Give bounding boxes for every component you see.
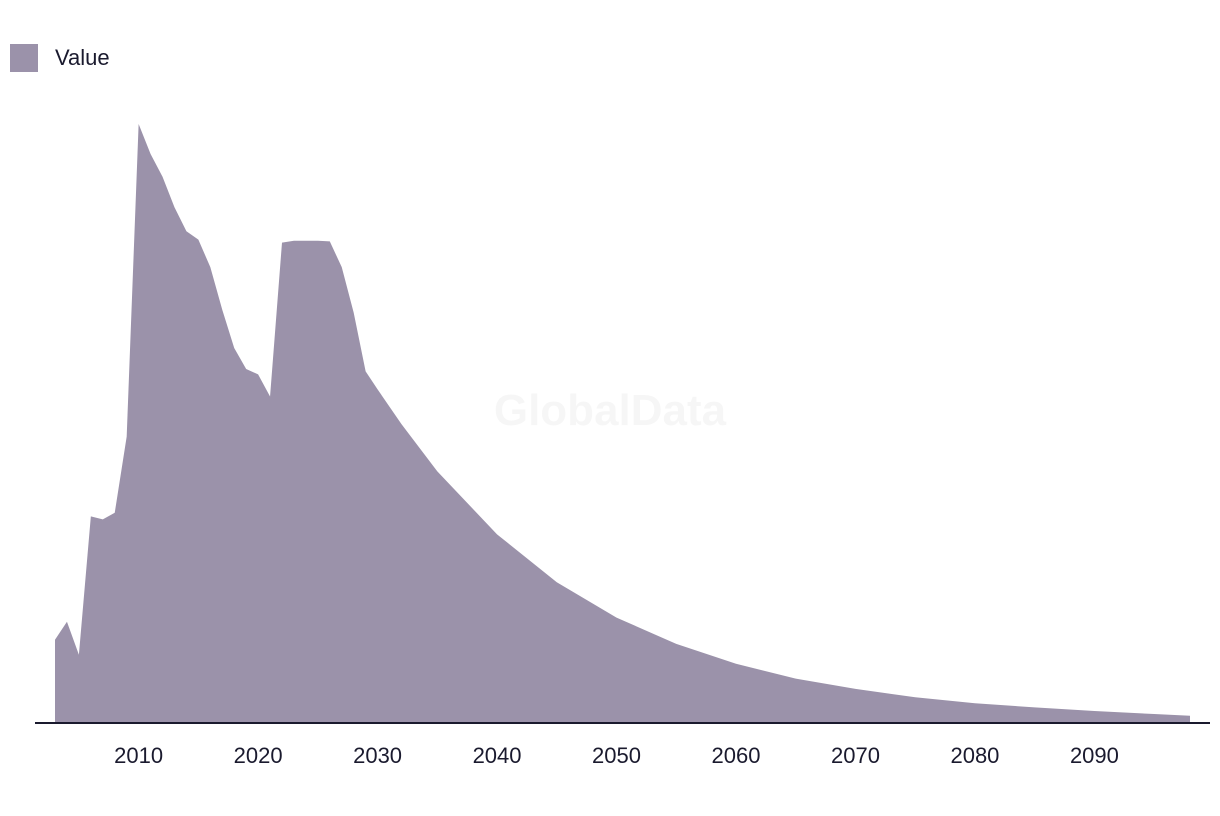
series-layer: [55, 124, 1190, 723]
x-tick-label: 2090: [1070, 743, 1119, 768]
x-tick-label: 2060: [712, 743, 761, 768]
area-series-0: [55, 124, 1190, 723]
x-tick-label: 2070: [831, 743, 880, 768]
x-tick-label: 2080: [950, 743, 999, 768]
x-tick-label: 2050: [592, 743, 641, 768]
x-axis-ticks: 2010 2020 2030 2040 2050 2060 2070 2080 2090: [114, 743, 1119, 768]
x-tick-label: 2010: [114, 743, 163, 768]
x-tick-label: 2020: [234, 743, 283, 768]
legend-swatch: [10, 44, 38, 72]
x-tick-label: 2040: [473, 743, 522, 768]
legend: Value: [10, 44, 110, 72]
legend-label: Value: [55, 45, 110, 70]
x-tick-label: 2030: [353, 743, 402, 768]
watermark: GlobalData: [494, 386, 727, 435]
